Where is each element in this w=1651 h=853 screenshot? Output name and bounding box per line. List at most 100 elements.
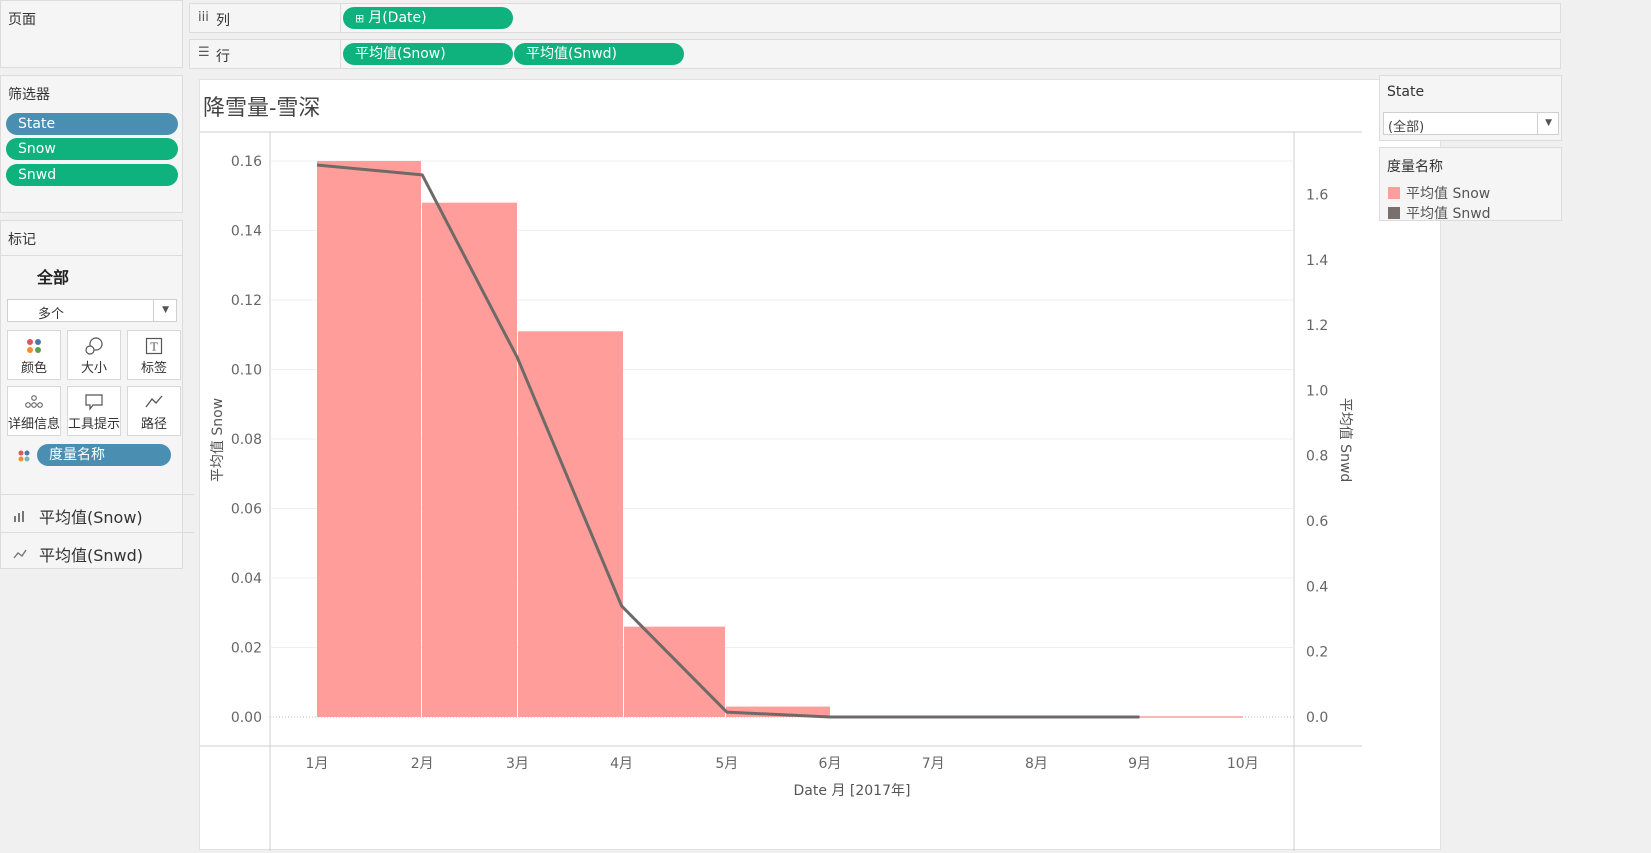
rows-icon: ☰: [198, 45, 210, 60]
marks-card-label: 平均值(Snwd): [39, 546, 144, 565]
state-filter-dropdown[interactable]: (全部) ▼: [1383, 112, 1559, 135]
y-left-tick-label: 0.10: [231, 363, 262, 379]
chevron-down-icon: ▼: [1545, 118, 1552, 128]
expand-icon: ⊞: [355, 12, 365, 25]
columns-pill-month-date[interactable]: ⊞ 月(Date): [343, 7, 513, 29]
bar-snow: [422, 202, 517, 717]
y-right-tick-label: 0.0: [1306, 710, 1328, 726]
legend-item-avg-snwd[interactable]: 平均值 Snwd: [1388, 203, 1491, 223]
pages-panel: 页面: [0, 0, 183, 68]
y-left-tick-label: 0.04: [231, 571, 262, 587]
marks-color-pill-label: 度量名称: [49, 447, 105, 463]
bar-snow: [726, 706, 830, 717]
y-left-tick-label: 0.06: [231, 502, 262, 518]
columns-shelf[interactable]: iii 列 ⊞ 月(Date): [189, 3, 1561, 33]
rows-shelf-label: 行: [216, 49, 230, 65]
x-tick-label: 4月: [610, 756, 633, 772]
filters-panel: 筛选器 State Snow Snwd: [0, 75, 183, 213]
rows-pill-avg-snow[interactable]: 平均值(Snow): [343, 43, 513, 65]
columns-shelf-label: 列: [216, 13, 230, 29]
marks-color-button[interactable]: 颜色: [7, 330, 61, 380]
bar-snow: [624, 626, 725, 717]
y-right-tick-label: 0.8: [1306, 449, 1328, 465]
y-right-tick-label: 0.2: [1306, 645, 1328, 661]
chart-view: 降雪量-雪深 0.00 0.02 0.04 0.06 0.08 0.10 0.12 0.14 0…: [199, 79, 1441, 851]
line-chart-icon: [13, 545, 27, 564]
x-tick-label: 10月: [1227, 756, 1259, 772]
state-filter-card: State (全部) ▼: [1379, 75, 1562, 141]
legend-item-label: 平均值 Snow: [1406, 186, 1491, 202]
marks-button-label: 路径: [140, 417, 167, 432]
svg-text:T: T: [150, 341, 158, 354]
x-tick-label: 3月: [506, 756, 529, 772]
chart-svg: 0.00 0.02 0.04 0.06 0.08 0.10 0.12 0.14 0.16 0.0 0…: [200, 131, 1362, 851]
filter-pill-label: Snow: [18, 141, 56, 157]
chevron-down-icon: ▼: [162, 305, 169, 315]
marks-color-pill-measure-names[interactable]: 度量名称: [37, 444, 171, 466]
x-tick-label: 6月: [819, 756, 842, 772]
marks-card-label: 平均值(Snow): [39, 508, 143, 527]
mark-type-dropdown[interactable]: 多个 ▼: [7, 299, 177, 322]
marks-card-avg-snwd[interactable]: 平均值(Snwd): [1, 532, 194, 570]
marks-button-label: 颜色: [20, 361, 47, 376]
columns-pill-label: 月(Date): [368, 10, 427, 26]
legend-swatch: [1388, 187, 1400, 199]
bar-snow: [518, 331, 623, 717]
y-right-tick-label: 0.4: [1306, 579, 1328, 595]
y-right-tick-label: 1.2: [1306, 318, 1328, 334]
marks-all-card[interactable]: 全部: [37, 268, 70, 287]
detail-icon: [8, 387, 60, 413]
marks-panel-title: 标记: [8, 232, 36, 248]
x-tick-label: 8月: [1025, 756, 1048, 772]
chart-title: 降雪量-雪深: [203, 96, 321, 121]
filters-panel-title: 筛选器: [8, 87, 50, 103]
color-legend-card: 度量名称 平均值 Snow 平均值 Snwd: [1379, 147, 1562, 223]
color-icon: [8, 331, 60, 357]
dropdown-divider: [153, 300, 154, 321]
legend-swatch: [1388, 207, 1400, 219]
marks-label-button[interactable]: T 标签: [127, 330, 181, 380]
legend-item-avg-snow[interactable]: 平均值 Snow: [1388, 183, 1490, 203]
state-filter-value: (全部): [1388, 120, 1425, 135]
filter-pill-label: State: [18, 116, 56, 132]
y-left-tick-label: 0.12: [231, 293, 262, 309]
legend-item-label: 平均值 Snwd: [1406, 206, 1491, 222]
marks-card-avg-snow[interactable]: 平均值(Snow): [1, 494, 194, 532]
rows-shelf[interactable]: ☰ 行 平均值(Snow) 平均值(Snwd): [189, 39, 1561, 69]
y-left-axis-title: 平均值 Snow: [210, 398, 226, 482]
legend-title: 度量名称: [1387, 159, 1443, 175]
marks-path-button[interactable]: 路径: [127, 386, 181, 436]
x-tick-label: 1月: [306, 756, 329, 772]
y-right-axis-title: 平均值 Snwd: [1337, 398, 1353, 483]
bar-chart-icon: [13, 507, 27, 526]
marks-size-button[interactable]: 大小: [67, 330, 121, 380]
bar-snow: [317, 161, 421, 717]
marks-detail-button[interactable]: 详细信息: [7, 386, 61, 436]
marks-button-label: 大小: [80, 361, 107, 376]
marks-divider: [1, 255, 182, 256]
filter-pill-state[interactable]: State: [6, 113, 178, 135]
x-tick-label: 5月: [715, 756, 738, 772]
y-right-tick-label: 0.6: [1306, 514, 1328, 530]
y-right-tick-label: 1.6: [1306, 187, 1328, 203]
y-right-tick-label: 1.4: [1306, 253, 1328, 269]
marks-button-label: 标签: [140, 361, 167, 376]
y-left-tick-label: 0.14: [231, 224, 262, 240]
mark-type-value: 多个: [38, 307, 65, 322]
rows-pill-label: 平均值(Snow): [355, 46, 446, 62]
shelf-divider: [340, 40, 341, 68]
filter-pill-snow[interactable]: Snow: [6, 138, 178, 160]
y-left-tick-label: 0.02: [231, 641, 262, 657]
x-tick-label: 7月: [922, 756, 945, 772]
y-right-tick-label: 1.0: [1306, 383, 1328, 399]
marks-button-label: 工具提示: [68, 417, 121, 432]
state-filter-title: State: [1387, 84, 1425, 100]
rows-pill-avg-snwd[interactable]: 平均值(Snwd): [514, 43, 684, 65]
line-snwd: [316, 163, 1140, 719]
marks-panel: 标记 全部 多个 ▼ 颜色 大小 T 标签 详细信息 工具提示: [0, 220, 194, 569]
marks-tooltip-button[interactable]: 工具提示: [67, 386, 121, 436]
rows-pill-label: 平均值(Snwd): [526, 46, 618, 62]
y-left-tick-label: 0.08: [231, 432, 262, 448]
path-icon: [128, 387, 180, 413]
filter-pill-snwd[interactable]: Snwd: [6, 164, 178, 186]
